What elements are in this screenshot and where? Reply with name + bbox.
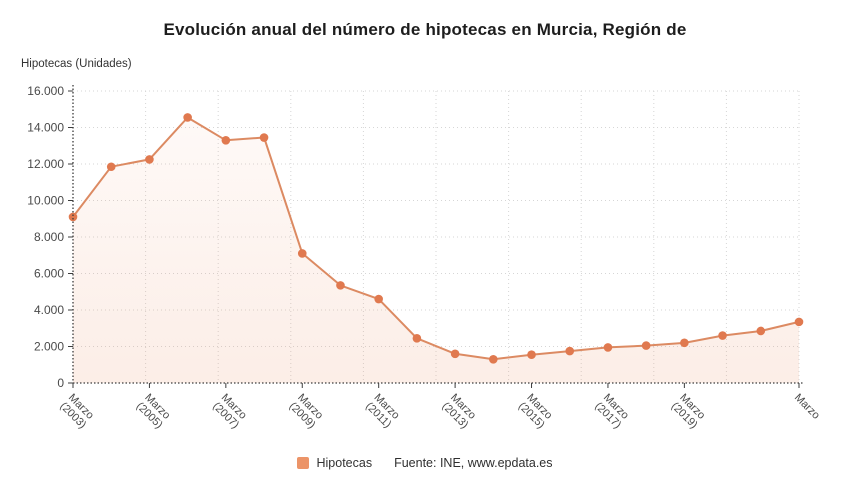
- area-fill: [73, 117, 799, 383]
- data-point: [259, 133, 269, 142]
- y-tick-label: 10.000: [27, 194, 64, 208]
- data-point: [641, 341, 651, 350]
- data-point: [297, 249, 307, 258]
- x-tick-label: Marzo(2015): [516, 392, 555, 431]
- series-line-hipotecas: [72, 116, 800, 361]
- legend-swatch-icon: [297, 457, 310, 469]
- data-point: [489, 354, 498, 364]
- data-point: [145, 155, 154, 164]
- y-tick-label: 14.000: [27, 121, 64, 135]
- data-point-markers: [68, 113, 804, 364]
- chart-title: Evolución anual del número de hipotecas …: [163, 20, 687, 39]
- y-tick-label: 0: [57, 376, 64, 390]
- y-axis-unit-label: Hipotecas (Unidades): [21, 58, 132, 70]
- data-point: [527, 350, 536, 360]
- y-tick-label: 8.000: [34, 230, 64, 244]
- x-tick-label: Marzo(2013): [439, 392, 478, 431]
- x-tick-label: Marzo(2011): [363, 392, 402, 431]
- source-text: Fuente: INE, www.epdata.es: [394, 456, 553, 470]
- x-tick-label: Marzo(2003): [57, 392, 96, 431]
- data-point: [221, 135, 231, 145]
- axes: [72, 85, 803, 384]
- line-chart: 0 2.000 4.000 6.000 8.000 10.000 12.000 14.000 1…: [27, 84, 822, 431]
- x-tick-label: Marzo(2007): [210, 392, 249, 431]
- data-point: [106, 162, 116, 172]
- x-tick-label: Marzo(2009): [287, 392, 326, 431]
- data-point: [412, 333, 422, 343]
- data-point: [183, 113, 192, 122]
- x-axis-ticks: Marzo(2003) Marzo(2005) Marzo(2007) Marzo(2…: [57, 383, 822, 431]
- legend: Hipotecas Fuente: INE, www.epdata.es: [0, 454, 850, 472]
- data-point: [680, 338, 689, 348]
- y-axis-ticks: 0 2.000 4.000 6.000 8.000 10.000 12.000 14.000 1…: [27, 84, 73, 390]
- x-tick-label: Marzo: [792, 392, 822, 422]
- data-point: [603, 343, 613, 352]
- y-tick-label: 2.000: [34, 340, 64, 354]
- data-point: [718, 331, 727, 340]
- data-point: [68, 212, 78, 222]
- x-tick-label: Marzo(2005): [134, 392, 173, 431]
- x-tick-label: Marzo(2017): [592, 392, 631, 431]
- legend-series-label: Hipotecas: [316, 456, 373, 470]
- y-tick-label: 16.000: [27, 84, 64, 98]
- data-point: [756, 326, 766, 336]
- data-point: [565, 346, 575, 356]
- data-point: [794, 317, 804, 327]
- x-tick-label: Marzo(2019): [669, 392, 708, 431]
- data-point: [336, 281, 345, 290]
- data-point: [450, 349, 460, 359]
- data-point: [374, 294, 383, 304]
- y-tick-label: 6.000: [34, 267, 64, 281]
- y-tick-label: 4.000: [34, 303, 64, 317]
- y-tick-label: 12.000: [27, 157, 64, 171]
